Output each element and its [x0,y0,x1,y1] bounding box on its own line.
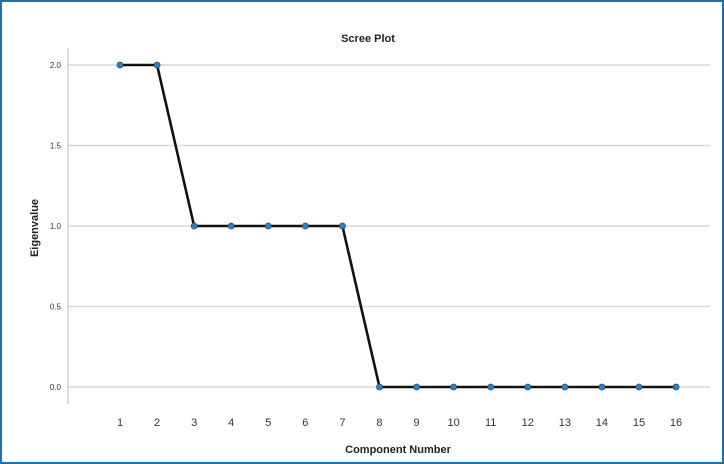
data-point [339,222,346,230]
y-axis-label: Eigenvalue [29,199,41,257]
x-tick-label: 8 [376,417,382,429]
data-point [264,222,272,230]
data-point [635,383,643,391]
data-point [487,383,495,391]
y-tick-label: 2.0 [50,61,62,70]
x-tick-label: 1 [117,417,123,429]
x-tick-label: 9 [413,417,419,429]
x-tick-label: 7 [339,417,345,429]
data-point [561,383,569,391]
x-tick-label: 11 [485,417,496,429]
x-tick-label: 13 [559,417,571,429]
x-tick-label: 5 [265,417,271,429]
gridlines [68,64,710,388]
y-tick-label: 1.0 [50,222,62,231]
x-tick-label: 6 [302,417,308,429]
data-point [301,222,309,230]
data-point [190,222,198,230]
x-tick-label: 14 [596,417,608,429]
series-line [120,63,677,389]
data-point [672,383,680,391]
data-point [376,383,383,391]
y-tick-label: 0.5 [50,303,62,312]
data-point [598,383,606,391]
y-tick-labels: 0.0 0.5 1.0 1.5 2.0 [50,61,62,392]
chart-title: Scree Plot [341,33,395,45]
data-point [524,383,532,391]
x-tick-label: 16 [670,417,682,429]
data-point [153,61,161,69]
x-tick-label: 3 [191,417,197,429]
data-point [450,383,458,391]
x-tick-label: 15 [633,417,645,429]
x-tick-label: 4 [228,417,234,429]
x-axis-label: Component Number [345,444,451,456]
data-point [116,61,124,69]
x-tick-label: 2 [154,417,160,429]
data-point [413,383,420,391]
x-tick-label: 10 [448,417,460,429]
y-tick-label: 1.5 [50,142,62,151]
y-tick-label: 0.0 [50,383,62,392]
data-points [116,61,680,391]
data-point [227,222,235,230]
x-tick-label: 12 [522,417,534,429]
x-tick-labels: 1 2 3 4 5 6 7 8 9 10 11 12 13 14 15 16 [117,417,682,429]
